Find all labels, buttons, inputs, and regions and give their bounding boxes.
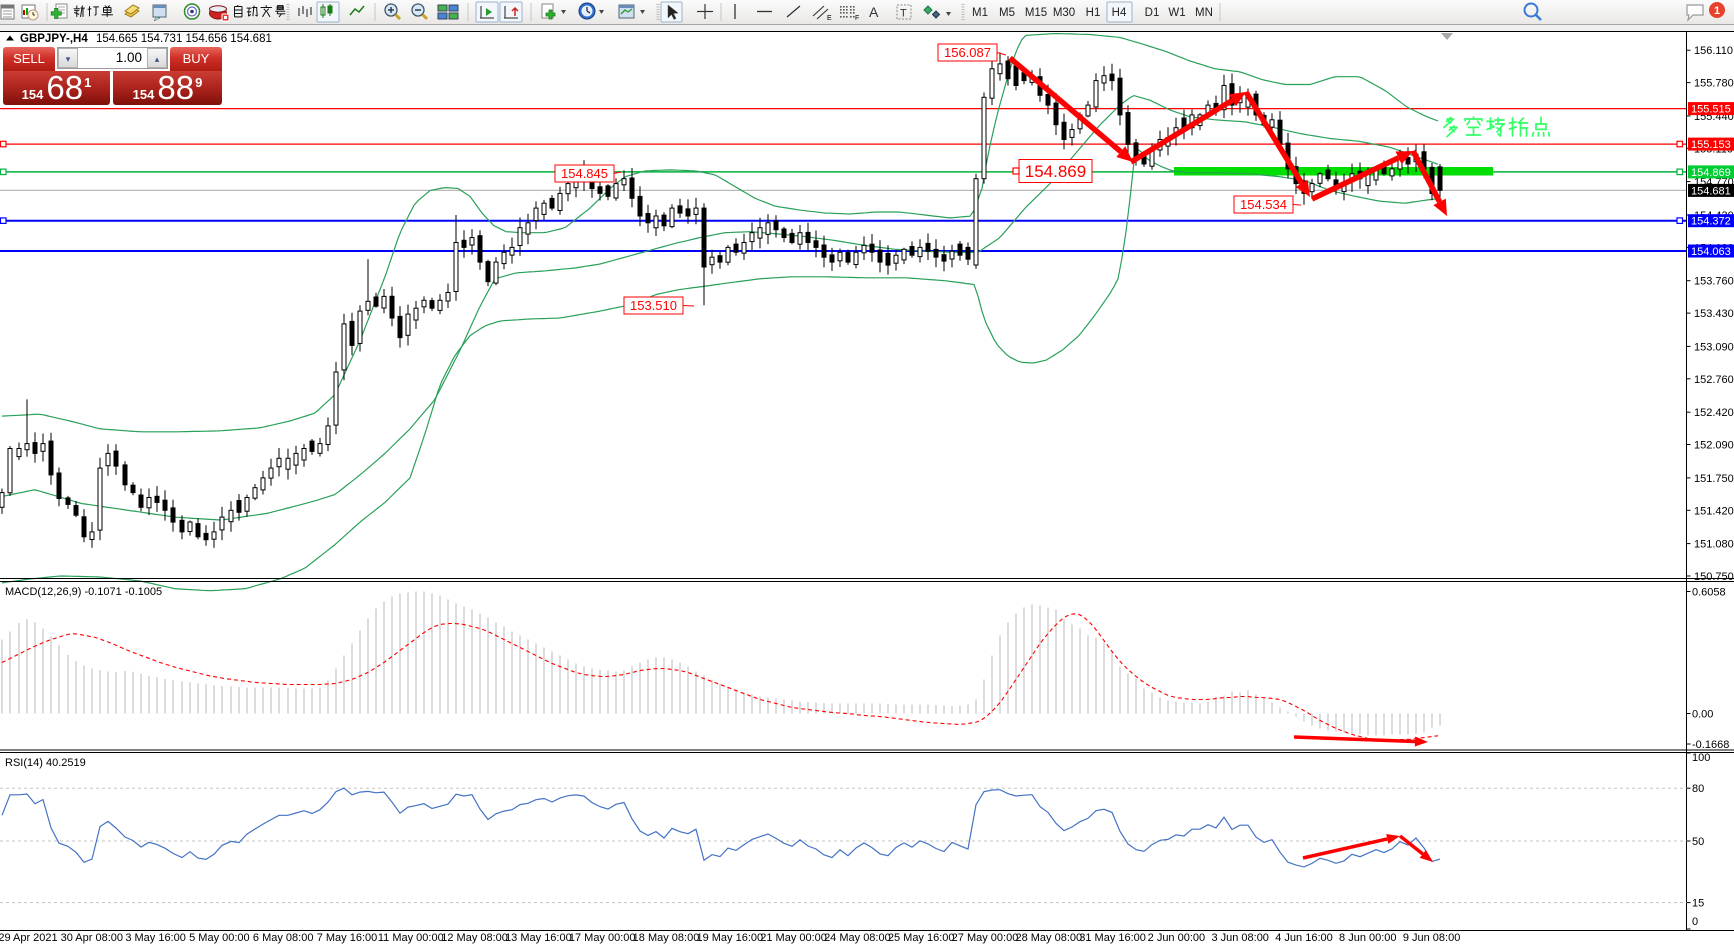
svg-text:4 Jun 16:00: 4 Jun 16:00	[1275, 932, 1333, 944]
svg-text:2 Jun 00:00: 2 Jun 00:00	[1148, 932, 1206, 944]
svg-text:29 Apr 2021: 29 Apr 2021	[0, 932, 58, 944]
svg-text:152.760: 152.760	[1694, 374, 1734, 386]
svg-text:3 Jun 08:00: 3 Jun 08:00	[1211, 932, 1269, 944]
svg-text:M1: M1	[972, 7, 988, 19]
svg-text:12 May 08:00: 12 May 08:00	[441, 932, 508, 944]
svg-text:H1: H1	[1086, 7, 1101, 19]
svg-text:153.090: 153.090	[1694, 341, 1734, 353]
svg-text:0.6058: 0.6058	[1692, 587, 1726, 599]
svg-text:5 May 00:00: 5 May 00:00	[189, 932, 250, 944]
svg-text:M30: M30	[1053, 7, 1075, 19]
svg-text:8 Jun 00:00: 8 Jun 00:00	[1339, 932, 1397, 944]
svg-text:155.153: 155.153	[1691, 139, 1731, 151]
svg-text:100: 100	[1692, 752, 1710, 764]
svg-text:RSI(14) 40.2519: RSI(14) 40.2519	[5, 757, 86, 769]
svg-text:27 May 00:00: 27 May 00:00	[952, 932, 1019, 944]
svg-text:11 May 00:00: 11 May 00:00	[378, 932, 444, 944]
svg-text:H4: H4	[1112, 7, 1127, 19]
svg-text:151.750: 151.750	[1694, 473, 1734, 485]
svg-text:0: 0	[1692, 916, 1698, 928]
svg-text:25 May 16:00: 25 May 16:00	[888, 932, 955, 944]
svg-text:30 Apr 08:00: 30 Apr 08:00	[61, 932, 123, 944]
svg-text:1: 1	[1714, 5, 1720, 17]
svg-text:M5: M5	[999, 7, 1015, 19]
svg-text:154.534: 154.534	[1240, 197, 1287, 212]
svg-text:24 May 08:00: 24 May 08:00	[824, 932, 891, 944]
svg-text:150.750: 150.750	[1694, 571, 1734, 583]
svg-text:156.087: 156.087	[944, 45, 991, 60]
svg-text:154.869: 154.869	[1025, 162, 1086, 181]
svg-text:28 May 08:00: 28 May 08:00	[1015, 932, 1082, 944]
svg-text:M15: M15	[1025, 7, 1047, 19]
svg-text:152.420: 152.420	[1694, 407, 1734, 419]
svg-text:21 May 00:00: 21 May 00:00	[760, 932, 827, 944]
svg-text:6 May 08:00: 6 May 08:00	[253, 932, 314, 944]
svg-text:31 May 16:00: 31 May 16:00	[1079, 932, 1146, 944]
svg-text:E: E	[827, 15, 832, 22]
svg-text:154.681: 154.681	[1691, 185, 1731, 197]
svg-text:17 May 00:00: 17 May 00:00	[569, 932, 636, 944]
svg-text:7 May 16:00: 7 May 16:00	[317, 932, 378, 944]
svg-text:155.780: 155.780	[1694, 78, 1734, 90]
svg-text:153.510: 153.510	[630, 298, 677, 313]
svg-text:19 May 16:00: 19 May 16:00	[696, 932, 763, 944]
svg-text:18 May 08:00: 18 May 08:00	[633, 932, 700, 944]
svg-text:F: F	[855, 15, 859, 22]
svg-text:153.430: 153.430	[1694, 308, 1734, 320]
svg-text:80: 80	[1692, 783, 1704, 795]
svg-text:156.110: 156.110	[1694, 45, 1733, 57]
svg-text:9 Jun 08:00: 9 Jun 08:00	[1403, 932, 1461, 944]
svg-text:154.372: 154.372	[1691, 216, 1731, 228]
svg-text:154.063: 154.063	[1691, 246, 1731, 258]
svg-text:T: T	[900, 8, 907, 20]
svg-text:152.090: 152.090	[1694, 440, 1734, 452]
svg-text:3 May 16:00: 3 May 16:00	[125, 932, 186, 944]
svg-text:151.080: 151.080	[1694, 539, 1734, 551]
svg-text:155.515: 155.515	[1691, 104, 1731, 116]
svg-text:153.760: 153.760	[1694, 276, 1734, 288]
svg-text:W1: W1	[1168, 7, 1185, 19]
svg-text:MACD(12,26,9) -0.1071 -0.1005: MACD(12,26,9) -0.1071 -0.1005	[5, 586, 162, 598]
svg-text:A: A	[869, 4, 879, 20]
svg-text:-0.1668: -0.1668	[1692, 739, 1729, 751]
svg-text:151.420: 151.420	[1694, 505, 1734, 517]
svg-text:154.845: 154.845	[561, 166, 608, 181]
svg-text:50: 50	[1692, 836, 1704, 848]
svg-text:13 May 16:00: 13 May 16:00	[505, 932, 572, 944]
svg-text:154.869: 154.869	[1691, 167, 1731, 179]
svg-text:D1: D1	[1145, 7, 1160, 19]
svg-text:0.00: 0.00	[1692, 709, 1713, 721]
svg-text:154.665 154.731 154.656 154.68: 154.665 154.731 154.656 154.681	[96, 33, 272, 45]
svg-text:MN: MN	[1195, 7, 1213, 19]
svg-text:GBPJPY-,H4: GBPJPY-,H4	[20, 33, 88, 45]
svg-text:15: 15	[1692, 898, 1704, 910]
